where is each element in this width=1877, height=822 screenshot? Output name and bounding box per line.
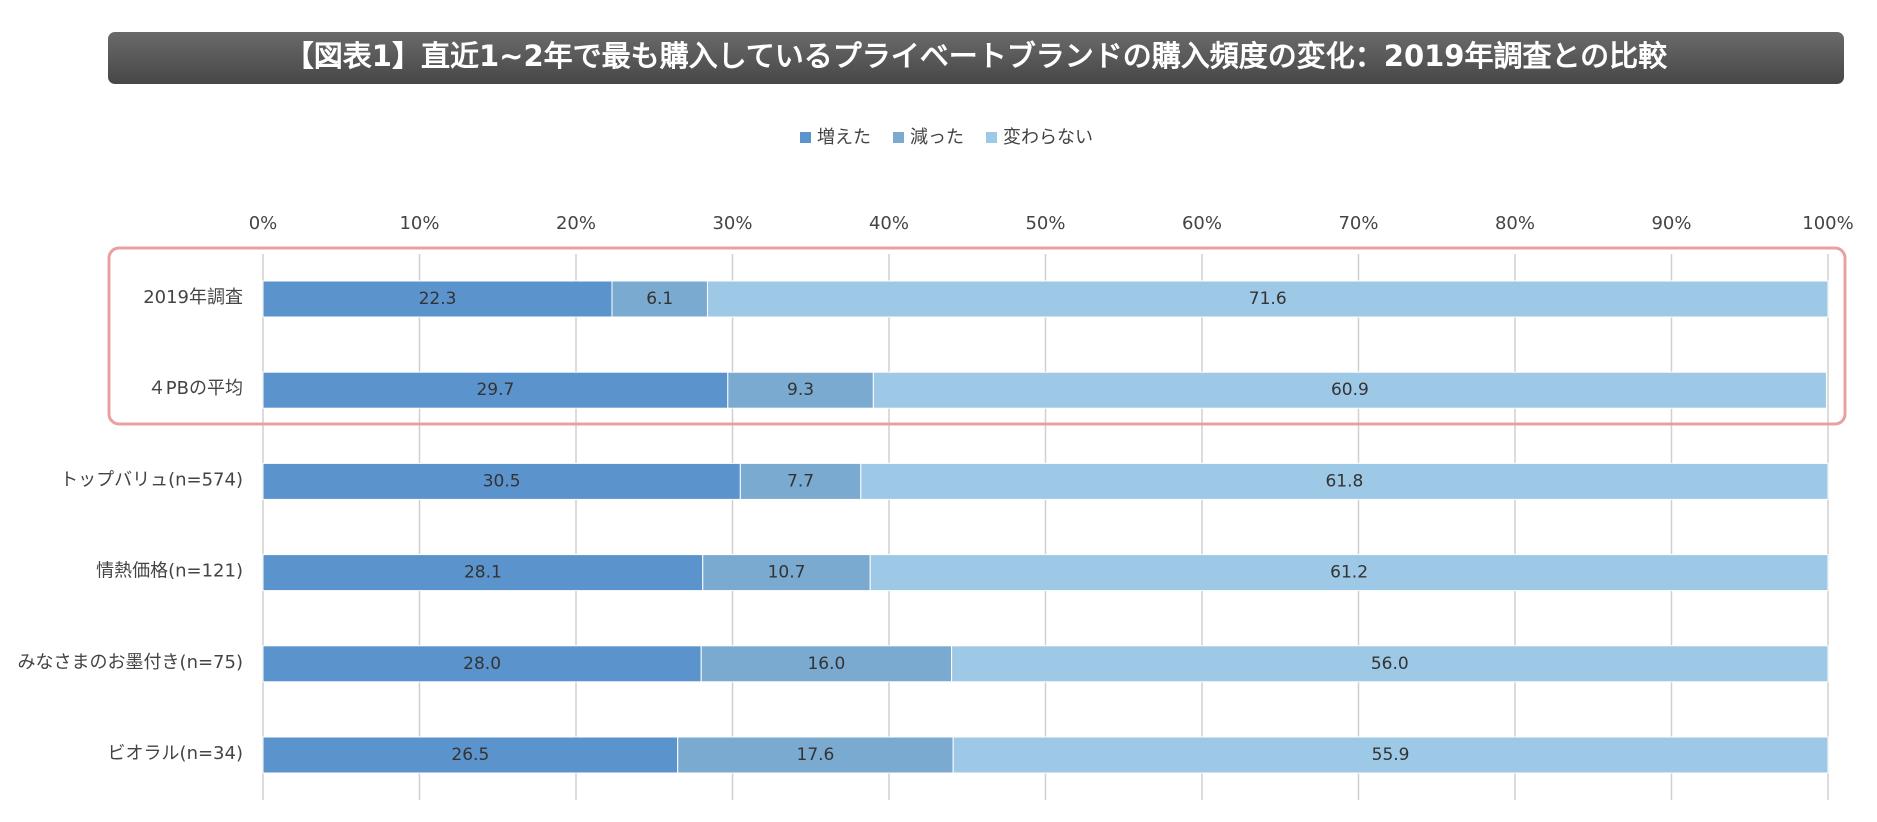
y-tick-label: 情熱価格(n=121) xyxy=(96,561,243,582)
value-label: 16.0 xyxy=(807,654,845,674)
value-label: 55.9 xyxy=(1372,745,1410,765)
value-label: 60.9 xyxy=(1331,380,1369,400)
chart-title: 【図表1】直近1~2年で最も購入しているプライベートブランドの購入頻度の変化：2… xyxy=(285,39,1668,73)
bar-segment xyxy=(262,736,679,774)
bar-segment xyxy=(262,371,729,409)
legend-swatch xyxy=(893,132,904,143)
value-label: 17.6 xyxy=(797,745,835,765)
bar-segment xyxy=(951,645,1829,683)
legend-swatch xyxy=(800,132,811,143)
value-label: 29.7 xyxy=(476,380,514,400)
x-tick-label: 100% xyxy=(1802,213,1853,234)
value-label: 26.5 xyxy=(451,745,489,765)
value-label: 61.8 xyxy=(1325,471,1363,491)
x-tick-label: 20% xyxy=(556,213,596,234)
x-tick-label: 0% xyxy=(249,213,278,234)
x-tick-label: 10% xyxy=(399,213,439,234)
value-label: 71.6 xyxy=(1249,289,1287,309)
y-tick-label: みなさまのお墨付き(n=75) xyxy=(18,652,243,673)
legend-label: 変わらない xyxy=(1003,127,1093,148)
legend-label: 減った xyxy=(910,127,964,148)
x-tick-label: 30% xyxy=(712,213,752,234)
y-tick-label: ４PBの平均 xyxy=(148,378,243,399)
bar-segment xyxy=(262,462,741,500)
x-tick-label: 70% xyxy=(1338,213,1378,234)
bar-segment xyxy=(611,280,708,318)
value-label: 7.7 xyxy=(787,471,814,491)
bar-segment xyxy=(872,371,1827,409)
value-label: 61.2 xyxy=(1330,563,1368,583)
bar-segment xyxy=(869,554,1829,592)
y-tick-label: 2019年調査 xyxy=(143,287,243,308)
y-tick-label: トップバリュ(n=574) xyxy=(60,469,243,490)
legend-label: 増えた xyxy=(817,127,871,148)
bar-segment xyxy=(739,462,862,500)
title-bar xyxy=(108,32,1844,84)
value-label: 10.7 xyxy=(768,563,806,583)
highlight-box xyxy=(107,246,1847,426)
bar-segment xyxy=(952,736,1829,774)
value-label: 9.3 xyxy=(787,380,814,400)
bar-segment xyxy=(677,736,954,774)
x-tick-label: 40% xyxy=(869,213,909,234)
value-label: 28.1 xyxy=(464,563,502,583)
value-label: 56.0 xyxy=(1371,654,1409,674)
bar-segment xyxy=(702,554,871,592)
y-tick-label: ビオラル(n=34) xyxy=(108,743,243,764)
x-tick-label: 60% xyxy=(1182,213,1222,234)
x-tick-label: 50% xyxy=(1025,213,1065,234)
x-tick-label: 90% xyxy=(1651,213,1691,234)
x-tick-label: 80% xyxy=(1495,213,1535,234)
value-label: 28.0 xyxy=(463,654,501,674)
bar-segment xyxy=(262,554,704,592)
value-label: 30.5 xyxy=(483,471,521,491)
bar-segment xyxy=(706,280,1829,318)
value-label: 6.1 xyxy=(646,289,673,309)
bar-segment xyxy=(860,462,1829,500)
bar-segment xyxy=(262,280,613,318)
legend-swatch xyxy=(986,132,997,143)
value-label: 22.3 xyxy=(419,289,457,309)
